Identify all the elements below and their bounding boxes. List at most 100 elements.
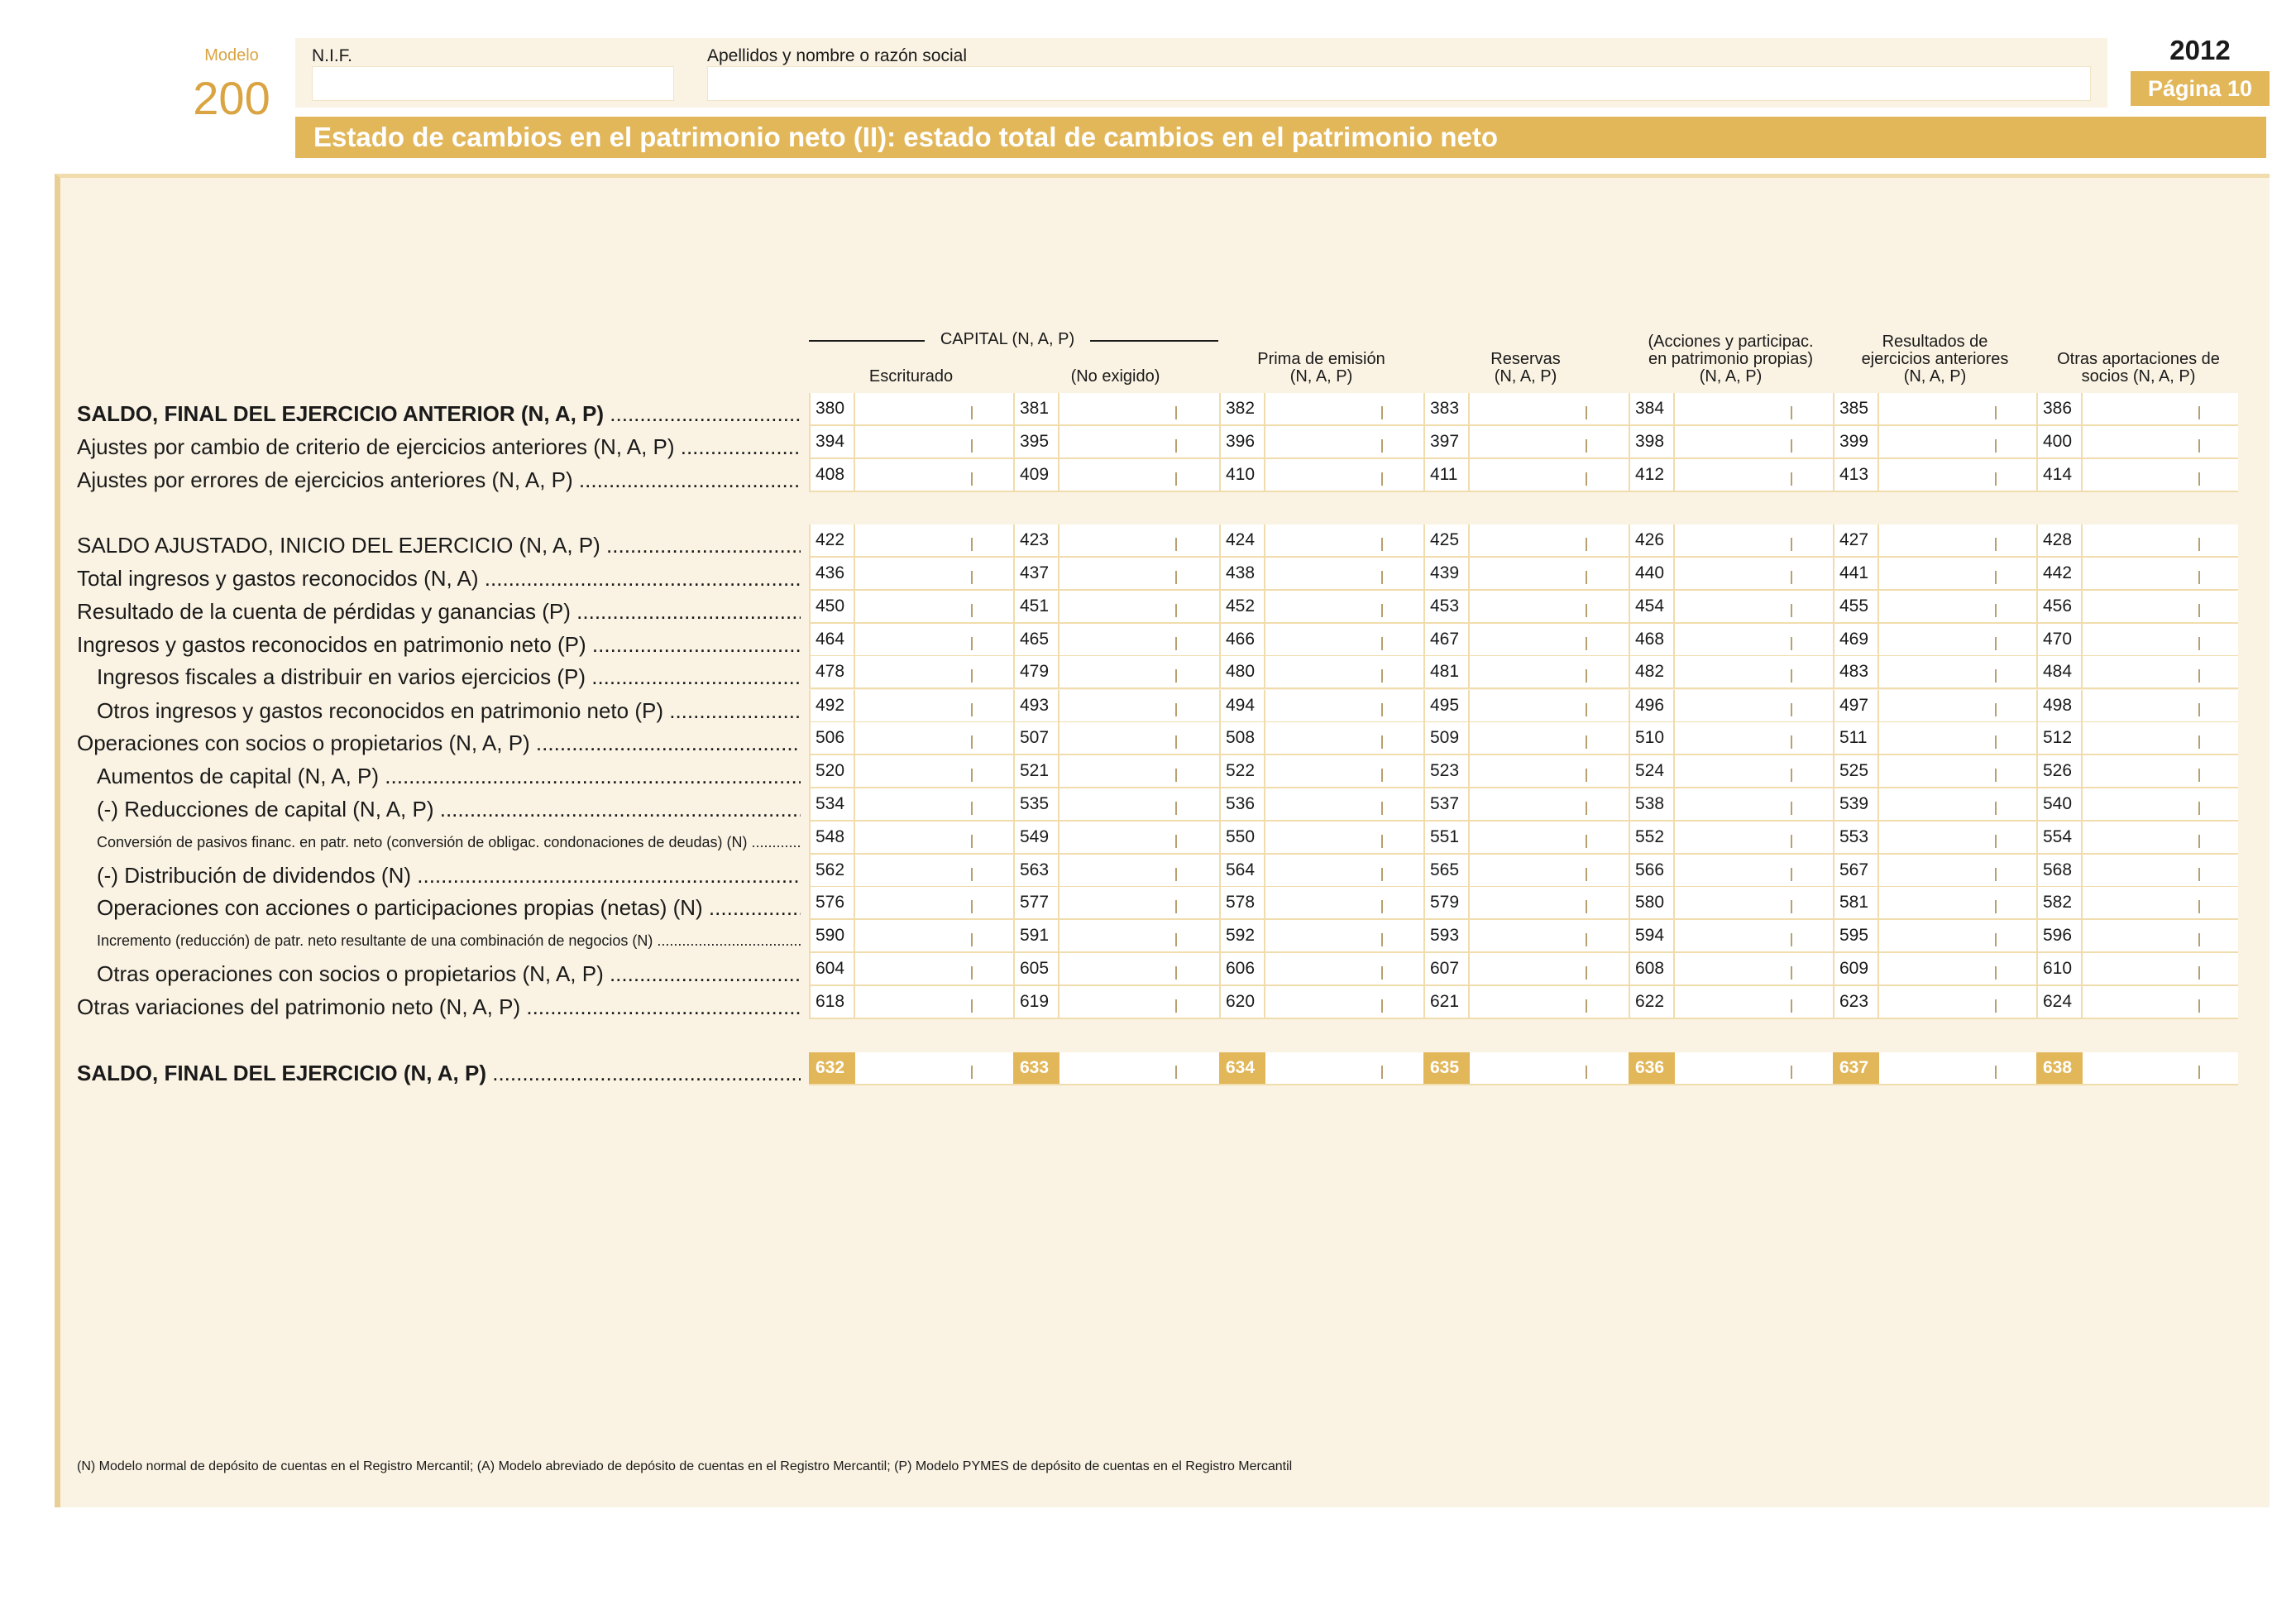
amount-cell[interactable]: 412 — [1629, 459, 1833, 491]
amount-cell[interactable]: 535 — [1013, 788, 1217, 820]
amount-cell[interactable]: 385 — [1833, 393, 2037, 424]
amount-cell[interactable]: 551 — [1423, 822, 1628, 853]
amount-cell[interactable]: 536 — [1219, 788, 1423, 820]
amount-cell[interactable]: 465 — [1013, 624, 1217, 655]
amount-cell[interactable]: 520 — [809, 755, 1013, 787]
amount-cell[interactable]: 422 — [809, 525, 1013, 556]
amount-cell[interactable]: 479 — [1013, 656, 1217, 687]
amount-cell[interactable]: 467 — [1423, 624, 1628, 655]
amount-cell[interactable]: 408 — [809, 459, 1013, 491]
amount-cell[interactable]: 591 — [1013, 920, 1217, 951]
amount-cell[interactable]: 409 — [1013, 459, 1217, 491]
amount-cell[interactable]: 411 — [1423, 459, 1628, 491]
amount-cell[interactable]: 493 — [1013, 690, 1217, 721]
amount-cell[interactable]: 604 — [809, 953, 1013, 984]
amount-cell[interactable]: 581 — [1833, 887, 2037, 918]
amount-cell[interactable]: 568 — [2036, 855, 2241, 886]
amount-cell[interactable]: 440 — [1629, 558, 1833, 589]
amount-cell[interactable]: 382 — [1219, 393, 1423, 424]
amount-cell[interactable]: 437 — [1013, 558, 1217, 589]
amount-cell[interactable]: 577 — [1013, 887, 1217, 918]
amount-cell[interactable]: 567 — [1833, 855, 2037, 886]
amount-cell[interactable]: 607 — [1423, 953, 1628, 984]
amount-cell[interactable]: 492 — [809, 690, 1013, 721]
amount-cell[interactable]: 554 — [2036, 822, 2241, 853]
amount-cell[interactable]: 596 — [2036, 920, 2241, 951]
amount-cell[interactable]: 523 — [1423, 755, 1628, 787]
amount-cell[interactable]: 394 — [809, 426, 1013, 457]
amount-cell[interactable]: 624 — [2036, 986, 2241, 1018]
amount-cell[interactable]: 400 — [2036, 426, 2241, 457]
amount-cell[interactable]: 439 — [1423, 558, 1628, 589]
amount-cell[interactable]: 397 — [1423, 426, 1628, 457]
amount-cell[interactable]: 425 — [1423, 525, 1628, 556]
amount-cell[interactable]: 618 — [809, 986, 1013, 1018]
amount-cell[interactable]: 548 — [809, 822, 1013, 853]
amount-cell[interactable]: 638 — [2036, 1052, 2241, 1084]
amount-cell[interactable]: 428 — [2036, 525, 2241, 556]
amount-cell[interactable]: 469 — [1833, 624, 2037, 655]
amount-cell[interactable]: 580 — [1629, 887, 1833, 918]
amount-cell[interactable]: 386 — [2036, 393, 2241, 424]
amount-cell[interactable]: 576 — [809, 887, 1013, 918]
amount-cell[interactable]: 565 — [1423, 855, 1628, 886]
amount-cell[interactable]: 384 — [1629, 393, 1833, 424]
amount-cell[interactable]: 511 — [1833, 722, 2037, 754]
amount-cell[interactable]: 468 — [1629, 624, 1833, 655]
amount-cell[interactable]: 436 — [809, 558, 1013, 589]
nif-field[interactable] — [312, 66, 674, 101]
amount-cell[interactable]: 633 — [1013, 1052, 1217, 1084]
amount-cell[interactable]: 582 — [2036, 887, 2241, 918]
amount-cell[interactable]: 579 — [1423, 887, 1628, 918]
amount-cell[interactable]: 483 — [1833, 656, 2037, 687]
amount-cell[interactable]: 424 — [1219, 525, 1423, 556]
amount-cell[interactable]: 510 — [1629, 722, 1833, 754]
amount-cell[interactable]: 427 — [1833, 525, 2037, 556]
amount-cell[interactable]: 521 — [1013, 755, 1217, 787]
amount-cell[interactable]: 466 — [1219, 624, 1423, 655]
amount-cell[interactable]: 526 — [2036, 755, 2241, 787]
amount-cell[interactable]: 540 — [2036, 788, 2241, 820]
amount-cell[interactable]: 497 — [1833, 690, 2037, 721]
amount-cell[interactable]: 550 — [1219, 822, 1423, 853]
amount-cell[interactable]: 438 — [1219, 558, 1423, 589]
amount-cell[interactable]: 482 — [1629, 656, 1833, 687]
amount-cell[interactable]: 634 — [1219, 1052, 1423, 1084]
amount-cell[interactable]: 549 — [1013, 822, 1217, 853]
amount-cell[interactable]: 608 — [1629, 953, 1833, 984]
amount-cell[interactable]: 537 — [1423, 788, 1628, 820]
amount-cell[interactable]: 383 — [1423, 393, 1628, 424]
amount-cell[interactable]: 525 — [1833, 755, 2037, 787]
amount-cell[interactable]: 381 — [1013, 393, 1217, 424]
amount-cell[interactable]: 595 — [1833, 920, 2037, 951]
amount-cell[interactable]: 623 — [1833, 986, 2037, 1018]
amount-cell[interactable]: 606 — [1219, 953, 1423, 984]
amount-cell[interactable]: 478 — [809, 656, 1013, 687]
amount-cell[interactable]: 380 — [809, 393, 1013, 424]
amount-cell[interactable]: 562 — [809, 855, 1013, 886]
amount-cell[interactable]: 410 — [1219, 459, 1423, 491]
amount-cell[interactable]: 450 — [809, 591, 1013, 622]
amount-cell[interactable]: 563 — [1013, 855, 1217, 886]
amount-cell[interactable]: 507 — [1013, 722, 1217, 754]
amount-cell[interactable]: 455 — [1833, 591, 2037, 622]
amount-cell[interactable]: 481 — [1423, 656, 1628, 687]
amount-cell[interactable]: 539 — [1833, 788, 2037, 820]
amount-cell[interactable]: 621 — [1423, 986, 1628, 1018]
amount-cell[interactable]: 593 — [1423, 920, 1628, 951]
nombre-field[interactable] — [707, 66, 2091, 101]
amount-cell[interactable]: 396 — [1219, 426, 1423, 457]
amount-cell[interactable]: 636 — [1629, 1052, 1833, 1084]
amount-cell[interactable]: 512 — [2036, 722, 2241, 754]
amount-cell[interactable]: 496 — [1629, 690, 1833, 721]
amount-cell[interactable]: 454 — [1629, 591, 1833, 622]
amount-cell[interactable]: 395 — [1013, 426, 1217, 457]
amount-cell[interactable]: 508 — [1219, 722, 1423, 754]
amount-cell[interactable]: 552 — [1629, 822, 1833, 853]
amount-cell[interactable]: 484 — [2036, 656, 2241, 687]
amount-cell[interactable]: 398 — [1629, 426, 1833, 457]
amount-cell[interactable]: 610 — [2036, 953, 2241, 984]
amount-cell[interactable]: 632 — [809, 1052, 1013, 1084]
amount-cell[interactable]: 619 — [1013, 986, 1217, 1018]
amount-cell[interactable]: 534 — [809, 788, 1013, 820]
